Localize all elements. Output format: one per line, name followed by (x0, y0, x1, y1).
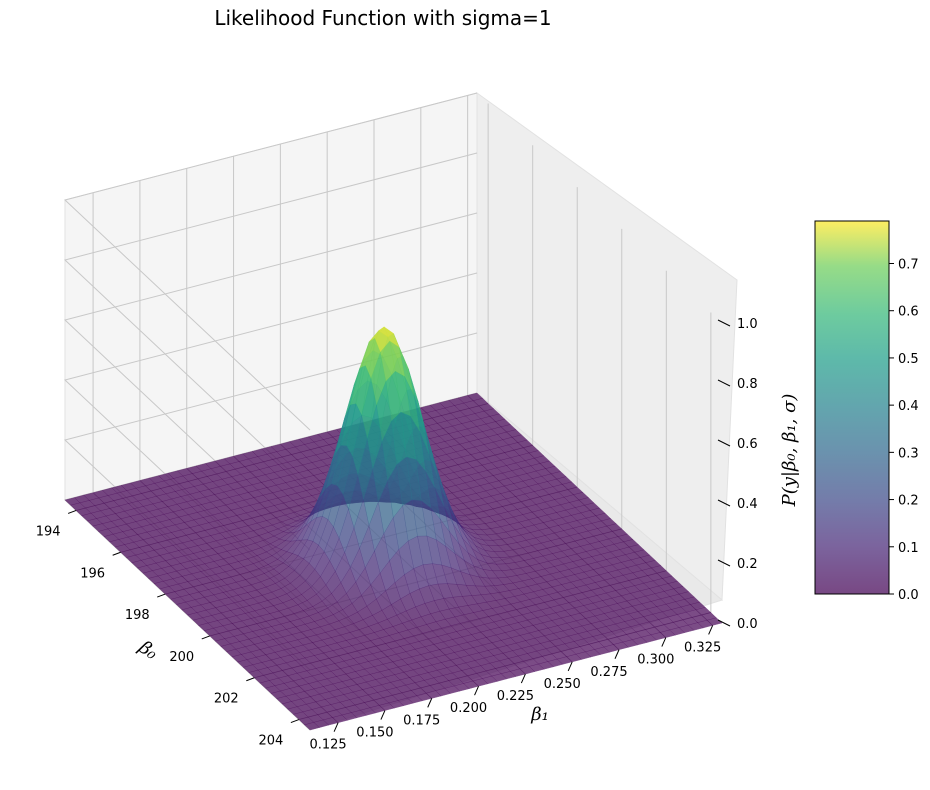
x-tick-label: 0.200 (450, 701, 487, 716)
colorbar-tick-label: 0.0 (898, 588, 919, 603)
z-tick-label: 0.6 (737, 437, 758, 452)
y-tick-mark (201, 635, 210, 640)
z-tick-mark (717, 499, 731, 507)
y-tick-mark (246, 677, 255, 682)
x-tick-mark (614, 649, 620, 659)
colorbar-tick-label: 0.5 (898, 352, 919, 367)
colorbar-tick-label: 0.4 (898, 399, 919, 414)
y-tick-label: 204 (258, 734, 283, 749)
colorbar-tick-label: 0.3 (898, 446, 919, 461)
colorbar (815, 221, 889, 594)
x-tick-mark (333, 722, 339, 732)
surface-patch (303, 722, 320, 731)
z-tick-mark (717, 379, 731, 387)
colorbar-tick-label: 0.7 (898, 257, 919, 272)
x-tick-mark (520, 673, 526, 684)
axis-ticks: 0.125 0.150 0.175 0.200 0.225 0.250 0.275 0.300… (36, 317, 758, 753)
x-tick-label: 0.150 (356, 726, 393, 741)
likelihood-surface (64, 326, 723, 731)
x-tick-label: 0.275 (590, 665, 627, 680)
y-tick-label: 200 (169, 650, 194, 665)
colorbar-tick-label: 0.1 (898, 541, 919, 556)
z-tick-mark (717, 619, 731, 627)
x-tick-mark (474, 686, 480, 696)
z-tick-label: 0.2 (737, 557, 758, 572)
z-tick-label: 0.0 (737, 617, 758, 632)
y-tick-label: 202 (214, 692, 239, 707)
z-tick-mark (717, 319, 731, 327)
x-tick-mark (708, 625, 714, 635)
z-tick-mark (717, 439, 731, 447)
colorbar-ticks: 0.0 0.1 0.2 0.3 0.4 0.5 0.6 0.7 (889, 257, 919, 603)
y-tick-mark (290, 719, 300, 724)
y-axis-label: β₀ (134, 636, 161, 664)
z-tick-label: 0.8 (737, 377, 758, 392)
z-tick-label: 0.4 (737, 497, 758, 512)
x-tick-mark (661, 637, 667, 647)
y-tick-label: 194 (36, 524, 61, 539)
x-tick-mark (380, 710, 386, 720)
z-tick-label: 1.0 (737, 317, 758, 332)
y-tick-mark (67, 509, 77, 514)
y-tick-mark (157, 593, 166, 598)
x-tick-label: 0.125 (309, 738, 346, 753)
x-tick-label: 0.325 (684, 640, 721, 655)
colorbar-frame (814, 220, 890, 595)
x-axis-label: β₁ (530, 704, 549, 725)
x-tick-mark (567, 661, 573, 672)
x-tick-label: 0.300 (637, 653, 674, 668)
x-tick-mark (427, 698, 433, 708)
chart-title: Likelihood Function with sigma=1 (214, 6, 551, 30)
colorbar-tick-label: 0.6 (898, 305, 919, 320)
y-tick-label: 196 (80, 566, 105, 581)
z-tick-mark (717, 559, 731, 567)
colorbar-tick-label: 0.2 (898, 494, 919, 509)
x-tick-label: 0.250 (544, 677, 581, 692)
x-tick-label: 0.225 (497, 689, 534, 704)
y-tick-mark (112, 551, 121, 556)
z-axis-label: P(y|β₀, β₁, σ) (779, 394, 800, 508)
x-tick-label: 0.175 (403, 713, 440, 728)
y-tick-label: 198 (125, 608, 150, 623)
